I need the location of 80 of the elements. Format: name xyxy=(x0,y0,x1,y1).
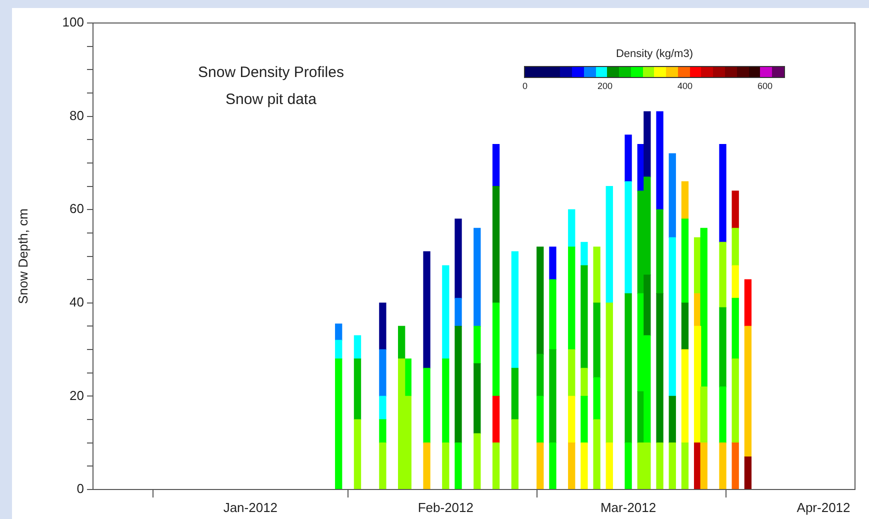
bar xyxy=(354,335,362,360)
y-axis-title: Snow Depth, cm xyxy=(15,208,30,304)
bar xyxy=(624,181,632,294)
bar xyxy=(719,144,726,243)
text: Snow pit data xyxy=(226,91,318,108)
bar xyxy=(474,433,481,490)
bar xyxy=(474,363,481,434)
bar xyxy=(474,228,481,327)
color-bar-title: Density (kg/m3) xyxy=(616,48,694,60)
bar xyxy=(404,358,412,397)
bar xyxy=(580,265,588,369)
bar xyxy=(536,396,544,444)
bar xyxy=(511,251,519,369)
annotation: 0 xyxy=(522,81,528,91)
bar xyxy=(719,386,726,444)
bar xyxy=(568,442,576,490)
bar xyxy=(379,349,386,397)
bar xyxy=(719,442,726,490)
bar xyxy=(700,442,708,490)
bar xyxy=(732,265,739,299)
y-tick-label: 100 xyxy=(62,14,84,30)
bar xyxy=(668,396,676,444)
y-tick-label: 0 xyxy=(76,481,84,496)
bar xyxy=(656,293,664,444)
bar xyxy=(744,456,752,490)
bar xyxy=(454,326,462,444)
x-tick-label: Apr-2012 xyxy=(796,500,850,515)
bar xyxy=(606,186,613,304)
bar xyxy=(681,181,689,220)
bar xyxy=(593,419,600,490)
y-tick-label: 40 xyxy=(70,294,84,310)
bar xyxy=(593,377,600,420)
text: Snow Density Profiles xyxy=(198,64,344,82)
bar xyxy=(668,153,676,238)
bar xyxy=(732,190,739,229)
bar xyxy=(681,349,689,444)
bar xyxy=(423,442,430,490)
bar xyxy=(442,265,450,360)
bar xyxy=(656,442,664,490)
bar xyxy=(580,442,588,490)
y-tick-label: 80 xyxy=(70,108,84,123)
annotation: 600 xyxy=(757,81,773,91)
bar xyxy=(442,358,450,444)
bar xyxy=(668,442,676,490)
bar xyxy=(442,442,450,490)
bar xyxy=(681,442,689,490)
bar xyxy=(644,274,651,336)
bar xyxy=(568,396,576,444)
x-tick-label: Mar-2012 xyxy=(600,500,656,515)
bar xyxy=(732,442,739,490)
bar xyxy=(492,186,500,304)
bar xyxy=(492,396,500,444)
bar xyxy=(379,442,386,490)
bar xyxy=(379,302,386,350)
bar xyxy=(536,246,544,355)
bar xyxy=(379,396,386,420)
bar xyxy=(668,237,676,397)
bar xyxy=(423,251,430,369)
bar xyxy=(694,293,702,327)
bar xyxy=(536,442,544,490)
bar xyxy=(694,326,702,444)
bar xyxy=(492,442,500,490)
bar xyxy=(644,111,651,178)
bar xyxy=(606,442,613,490)
bar xyxy=(492,144,500,187)
bar xyxy=(423,368,430,444)
bar xyxy=(744,279,752,327)
bar xyxy=(744,326,752,458)
y-tick-label: 60 xyxy=(70,201,84,216)
bar xyxy=(354,419,362,490)
annotation: 400 xyxy=(677,81,693,91)
bar xyxy=(681,302,689,350)
bar xyxy=(454,218,462,299)
bar xyxy=(379,419,386,444)
bar xyxy=(511,419,519,490)
annotation: 200 xyxy=(597,81,613,91)
x-tick-label: Feb-2012 xyxy=(418,500,474,515)
x-tick-label: Jan-2012 xyxy=(223,500,278,515)
bar xyxy=(580,396,588,444)
y-tick-label: 20 xyxy=(70,388,84,403)
